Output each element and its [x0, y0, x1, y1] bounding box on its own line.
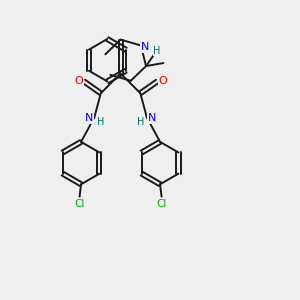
Text: H: H [97, 117, 104, 127]
Text: H: H [137, 117, 144, 127]
Text: Cl: Cl [156, 199, 167, 209]
Text: Cl: Cl [74, 199, 85, 209]
Text: N: N [148, 113, 156, 123]
Text: O: O [74, 76, 83, 86]
Text: H: H [153, 46, 161, 56]
Text: N: N [141, 42, 149, 52]
Text: O: O [158, 76, 167, 86]
Text: N: N [85, 113, 94, 123]
